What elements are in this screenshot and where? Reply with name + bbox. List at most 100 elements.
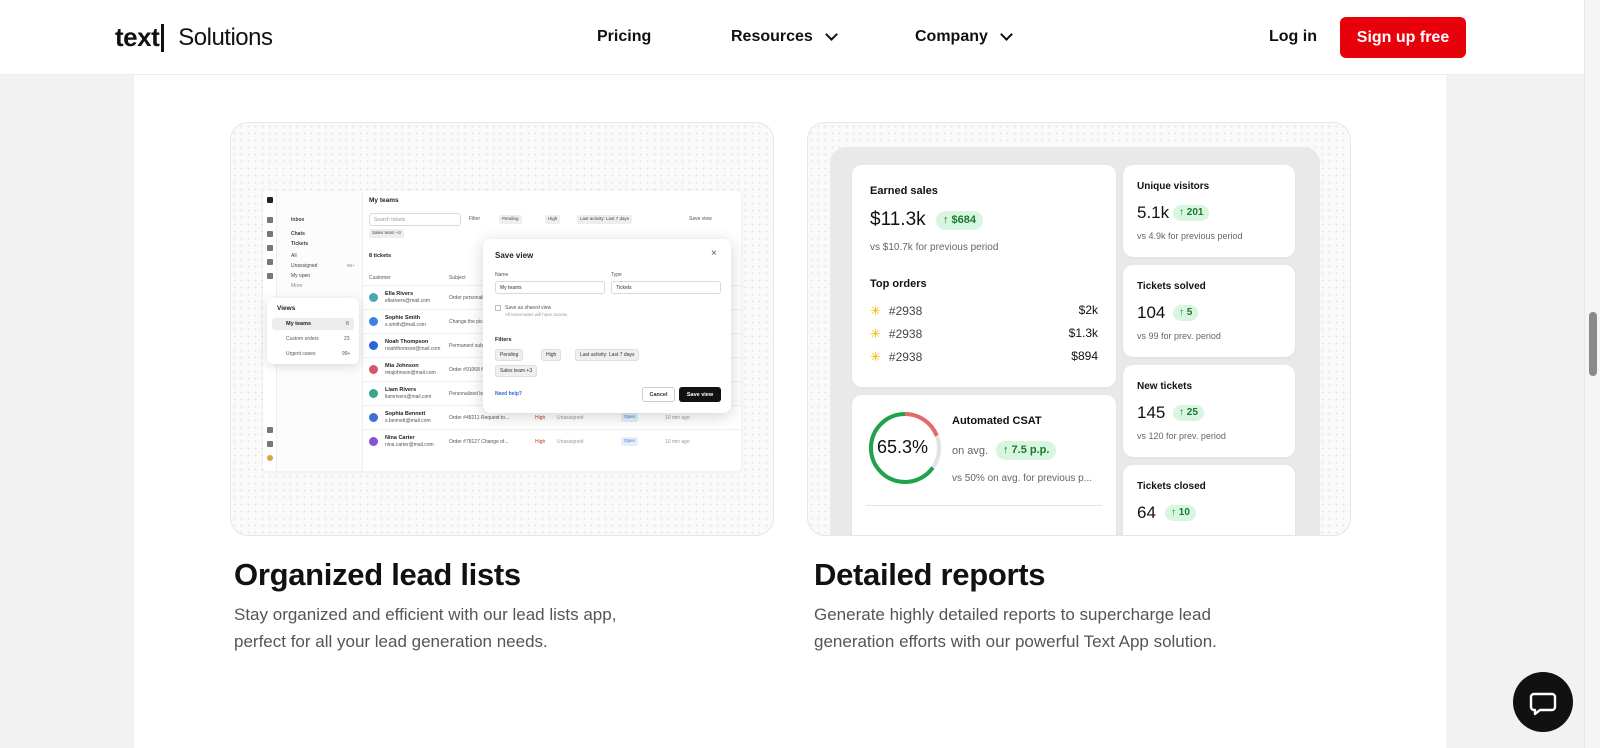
login-link[interactable]: Log in xyxy=(1269,28,1317,45)
team-chip-count: +3 xyxy=(395,230,401,235)
customer-email: ellarivers@mail.com xyxy=(385,298,431,304)
name-field[interactable]: My teams xyxy=(495,281,605,294)
views-item-label: Custom orders xyxy=(286,336,319,342)
customer-name: Mia Johnson xyxy=(385,363,419,369)
new-tickets-panel: New tickets 145 ↑ 25 vs 120 for prev. pe… xyxy=(1123,365,1295,457)
views-item-label: My teams xyxy=(286,321,312,327)
scrollbar-thumb[interactable] xyxy=(1589,312,1597,376)
nav-resources-label: Resources xyxy=(731,28,813,45)
help-link[interactable]: Need help? xyxy=(495,391,522,397)
feature-desc-reports: Generate highly detailed reports to supe… xyxy=(814,605,1217,651)
filter-chip-activity[interactable]: Last activity: Last 7 days xyxy=(577,215,633,224)
csat-panel: 65.3% Automated CSAT on avg. ↑ 7.5 p.p. … xyxy=(852,395,1116,535)
customer-email: s.bennett@mail.com xyxy=(385,418,431,424)
reports-icon xyxy=(267,259,273,265)
csat-percent: 65.3% xyxy=(877,437,929,457)
ticket-subject: Personalized bonus... xyxy=(449,391,498,397)
earned-value: $11.3k xyxy=(870,209,926,230)
nav-pricing[interactable]: Pricing xyxy=(597,28,651,46)
status-badge: Open xyxy=(621,437,639,446)
save-view-button[interactable]: Save view xyxy=(679,387,721,402)
chevron-down-icon xyxy=(824,28,838,41)
earned-compare: vs $10.7k for previous period xyxy=(870,242,999,253)
customer-email: s.smith@mail.com xyxy=(385,322,426,328)
ticket-list: My teams Search tickets Filter Pending H… xyxy=(363,191,741,471)
csat-ring xyxy=(869,412,941,484)
chat-launcher-button[interactable] xyxy=(1513,672,1573,732)
filters-label: Filters xyxy=(495,337,512,343)
order-row: ✳ #2938 xyxy=(870,326,922,342)
modal-chip-pending[interactable]: Pending xyxy=(495,349,524,361)
lead-lists-card: Inbox Chats Tickets All Unassigned My op… xyxy=(230,122,774,536)
save-view-link[interactable]: Save view xyxy=(689,216,712,222)
order-amount: $2k xyxy=(1078,303,1098,317)
search-input[interactable]: Search tickets xyxy=(369,213,461,226)
column-subject: Subject xyxy=(449,275,466,281)
customer-name: Sophia Bennett xyxy=(385,411,426,417)
views-item-my-teams[interactable]: My teams 8 xyxy=(272,318,354,330)
sidebar-more[interactable]: More xyxy=(291,283,303,289)
page-scrollbar[interactable] xyxy=(1584,0,1600,748)
modal-team-chip[interactable]: Sales team +3 xyxy=(495,365,538,377)
shared-checkbox[interactable] xyxy=(495,305,501,311)
tickets-solved-panel: Tickets solved 104 ↑ 5 vs 99 for prev. p… xyxy=(1123,265,1295,357)
sidebar-badge: 99+ xyxy=(347,263,355,268)
sidebar-unassigned[interactable]: Unassigned xyxy=(291,263,318,269)
customer-email: miajohnson@mail.com xyxy=(385,370,436,376)
sidebar-chats[interactable]: Chats xyxy=(291,231,305,237)
cancel-button[interactable]: Cancel xyxy=(642,387,675,402)
stat-title: Unique visitors xyxy=(1137,181,1210,192)
apps-icon xyxy=(267,427,273,433)
team-chip[interactable]: Sales team +3 xyxy=(369,229,404,238)
filter-chip-high[interactable]: High xyxy=(545,215,561,224)
app-logo-icon xyxy=(267,197,273,203)
avatar xyxy=(369,437,378,446)
tickets-closed-panel: Tickets closed 64 ↑ 10 xyxy=(1123,465,1295,535)
nav-resources[interactable]: Resources xyxy=(731,28,838,46)
star-icon: ✳ xyxy=(870,349,881,364)
nav-company[interactable]: Company xyxy=(915,28,1013,46)
type-label: Type xyxy=(611,272,622,278)
order-row: ✳ #2938 xyxy=(870,349,922,365)
assignee-label: Unassigned xyxy=(557,415,584,421)
signup-button[interactable]: Sign up free xyxy=(1340,17,1466,58)
save-view-modal: Save view × Name My teams Type Tickets S… xyxy=(483,239,731,413)
ticket-subject: Order #48211 Request to... xyxy=(449,415,510,421)
filter-chip-pending[interactable]: Pending xyxy=(499,215,522,224)
priority-label: High xyxy=(535,415,546,421)
avatar xyxy=(369,413,378,422)
chevron-down-icon xyxy=(1000,28,1013,41)
type-select[interactable]: Tickets xyxy=(611,281,721,294)
order-amount: $1.3k xyxy=(1068,326,1098,340)
star-icon: ✳ xyxy=(870,326,881,341)
avatar xyxy=(369,341,378,350)
ticket-subject: Order personalizatio... xyxy=(449,295,499,301)
earned-delta: ↑ $684 xyxy=(936,211,984,230)
sidebar-all[interactable]: All xyxy=(291,253,297,259)
views-item-count: 99+ xyxy=(342,351,351,357)
avatar xyxy=(369,389,378,398)
modal-chip-high[interactable]: High xyxy=(541,349,562,361)
close-icon[interactable]: × xyxy=(711,248,717,259)
stat-delta: ↑ 5 xyxy=(1173,305,1199,321)
views-item-urgent-cases[interactable]: Urgent cases 99+ xyxy=(272,348,354,360)
order-id: #2938 xyxy=(888,327,923,341)
logo[interactable]: text Solutions xyxy=(115,22,273,53)
sidebar-my-open[interactable]: My open xyxy=(291,273,311,279)
views-item-custom-orders[interactable]: Custom orders 23 xyxy=(272,333,354,345)
filter-button[interactable]: Filter xyxy=(469,216,481,222)
sidebar-tickets[interactable]: Tickets xyxy=(291,241,309,247)
nav-company-label: Company xyxy=(915,28,988,45)
sidebar-inbox[interactable]: Inbox xyxy=(291,217,305,223)
nav-pricing-label: Pricing xyxy=(597,28,652,45)
stat-value: 5.1k xyxy=(1137,203,1170,222)
views-item-count: 8 xyxy=(346,321,349,327)
top-orders-title: Top orders xyxy=(870,278,927,290)
ticket-time: 10 min ago xyxy=(665,415,690,421)
stat-value: 145 xyxy=(1137,403,1166,422)
modal-chip-activity[interactable]: Last activity: Last 7 days xyxy=(575,349,640,361)
avatar xyxy=(369,365,378,374)
csat-compare: vs 50% on avg. for previous p... xyxy=(952,473,1093,484)
stat-delta: ↑ 201 xyxy=(1173,205,1210,221)
stat-title: Tickets closed xyxy=(1137,481,1206,492)
